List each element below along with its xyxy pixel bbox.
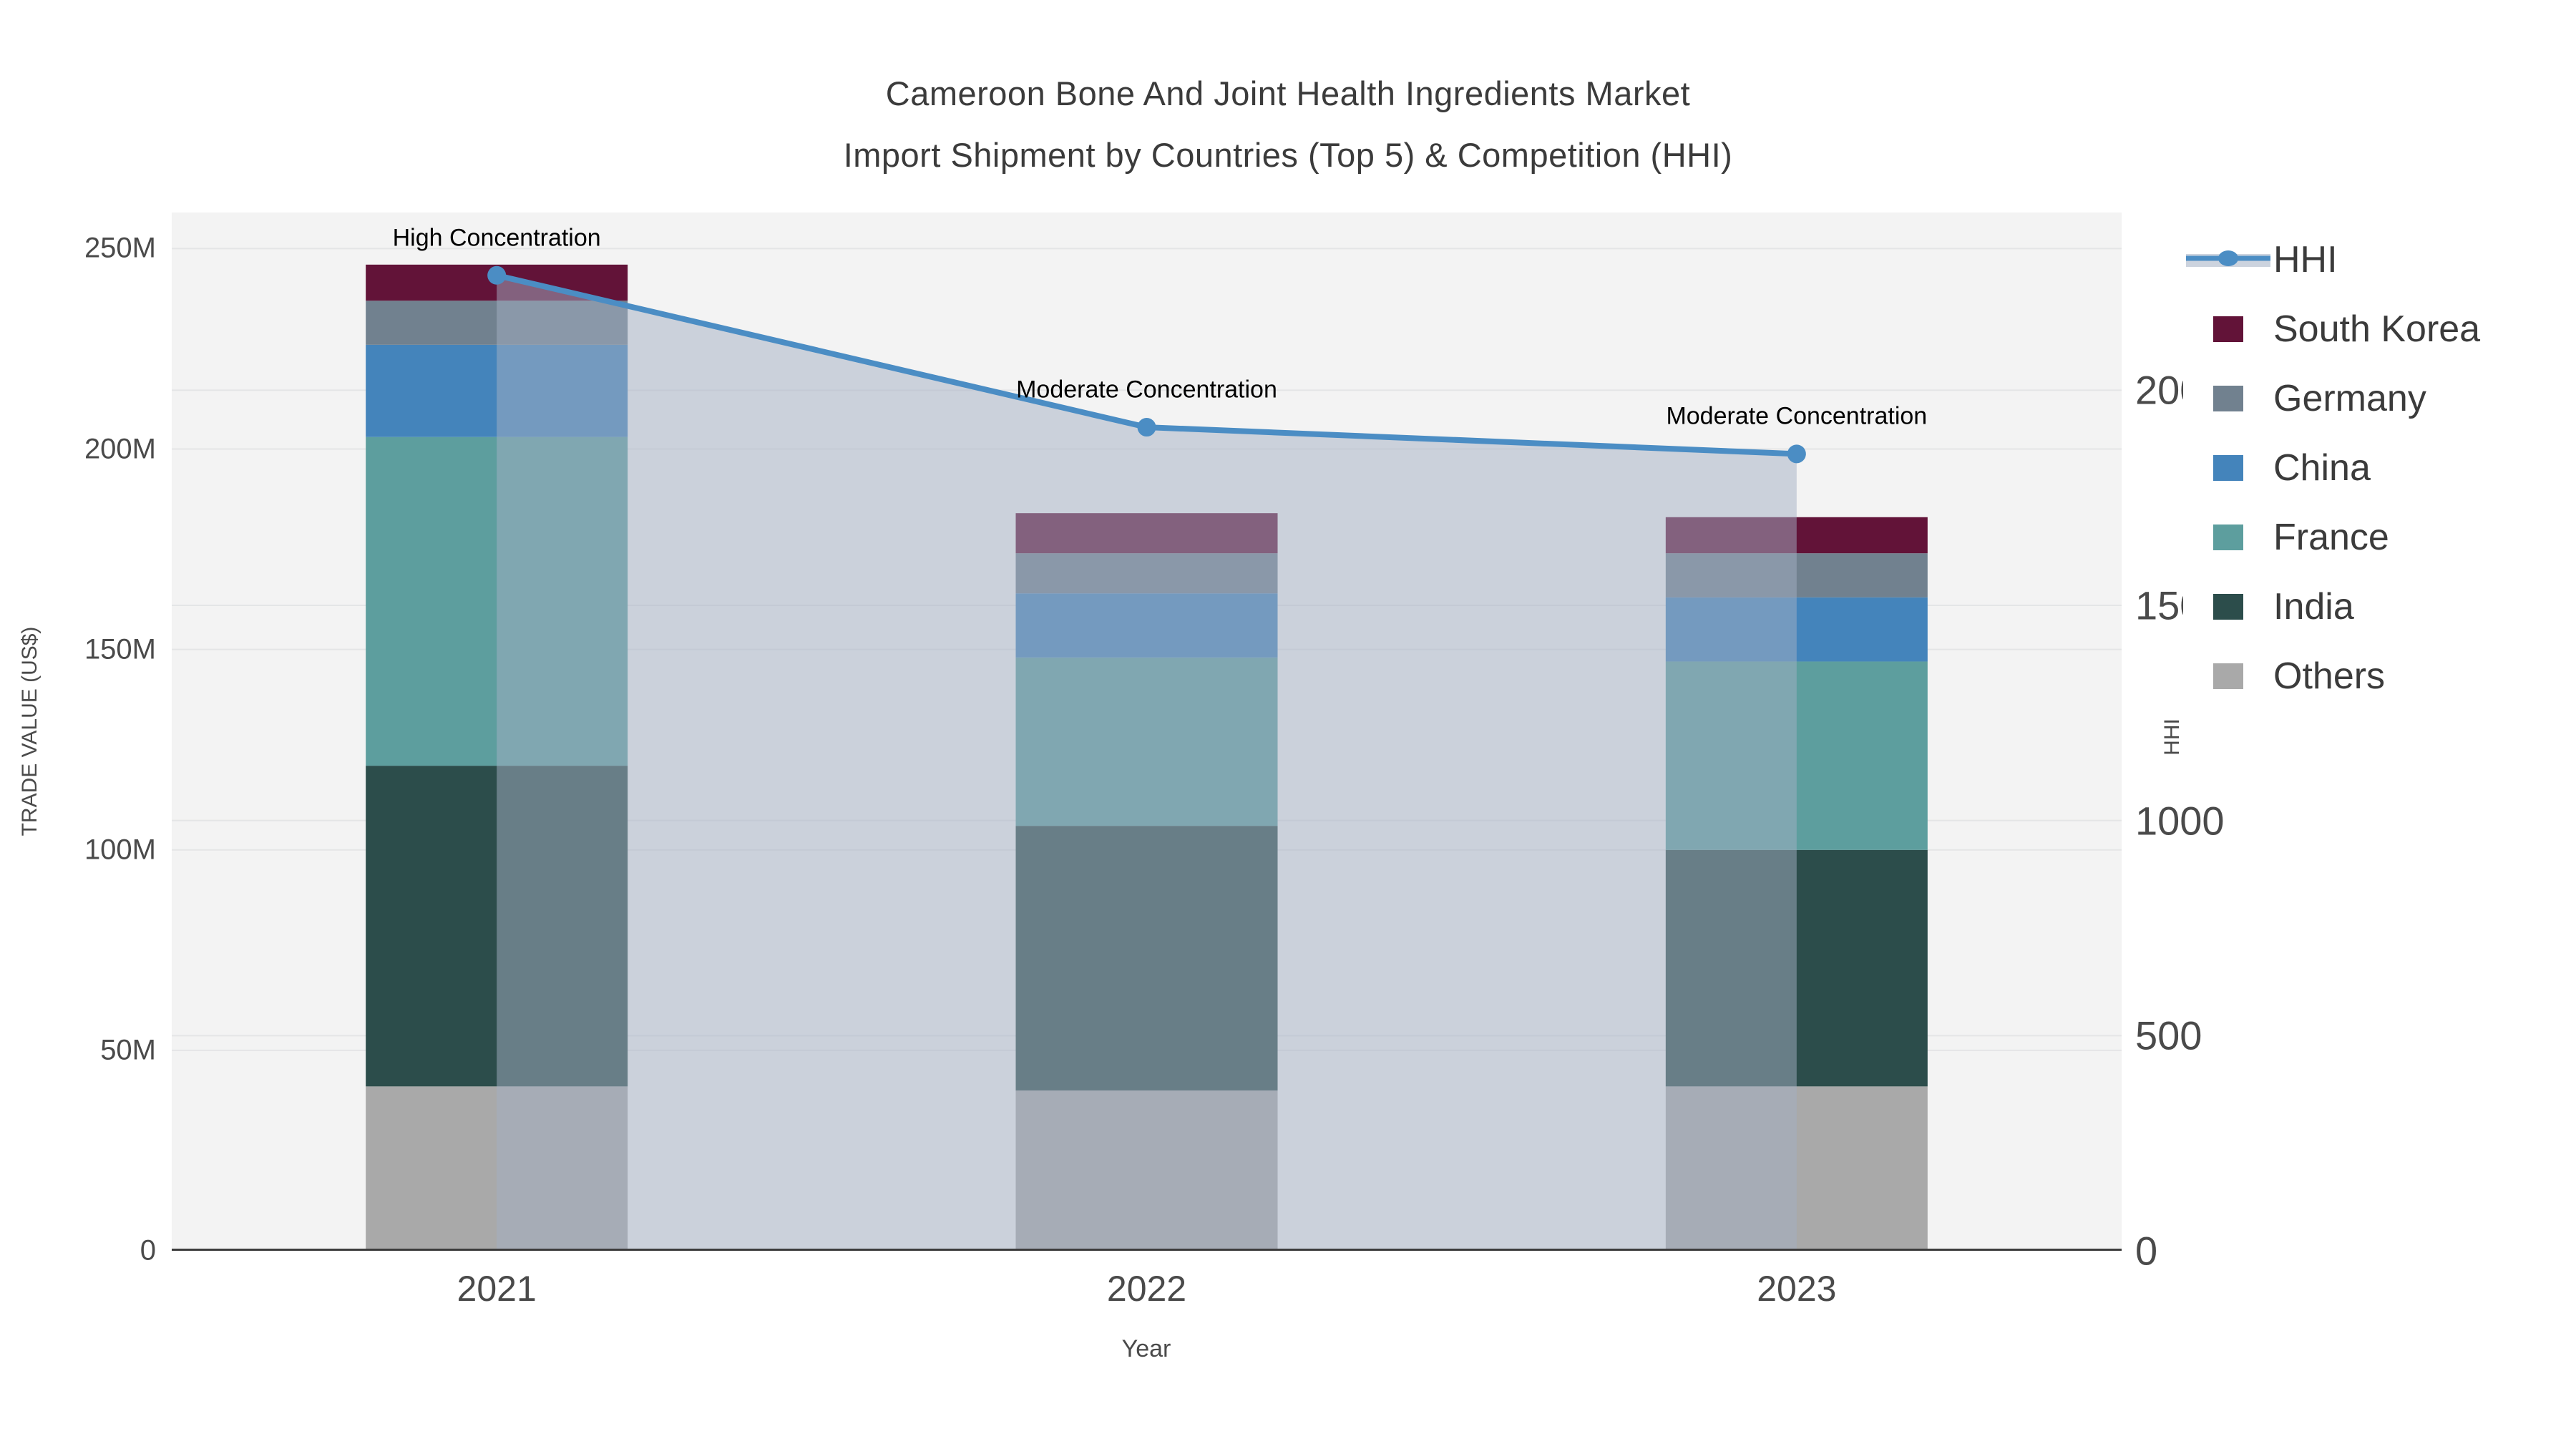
x-tick-2022: 2022 [1106,1269,1187,1309]
y-left-tick-250M: 250M [84,232,156,264]
legend-item-others[interactable]: Others [2183,641,2562,711]
legend-item-hhi[interactable]: HHI [2183,225,2562,294]
legend-swatch-china [2213,454,2243,481]
hhi-marker-2022[interactable] [1137,418,1156,437]
legend: HHI South Korea Germany China France India Oth… [2183,225,2562,720]
legend-label: China [2273,447,2371,489]
x-tick-2023: 2023 [1757,1269,1837,1309]
legend-swatch-south-korea [2213,316,2243,342]
legend-item-china[interactable]: China [2183,433,2562,502]
legend-swatch-france [2213,524,2243,550]
legend-item-france[interactable]: France [2183,502,2562,572]
hhi-marker-2021[interactable] [487,265,507,285]
x-tick-2021: 2021 [457,1269,537,1309]
x-axis-title: Year [1121,1335,1171,1362]
y-axis-right-title: HHI [2160,718,2184,756]
y-left-tick-100M: 100M [84,834,156,866]
legend-swatch-others [2213,663,2243,689]
legend-swatch-india [2213,593,2243,620]
legend-item-india[interactable]: India [2183,572,2562,641]
legend-label: France [2273,516,2389,558]
legend-item-germany[interactable]: Germany [2183,364,2562,433]
annotation-2021: High Concentration [392,224,601,252]
y-right-tick-500: 500 [2135,1013,2202,1058]
annotation-2022: Moderate Concentration [1016,376,1277,404]
y-right-tick-0: 0 [2135,1228,2158,1274]
chart-title: Cameroon Bone And Joint Health Ingredien… [0,63,2576,186]
y-left-tick-0: 0 [140,1234,156,1267]
hhi-legend-swatch [2186,250,2270,267]
legend-label: Others [2273,655,2386,697]
legend-label: India [2273,585,2354,628]
legend-label: South Korea [2273,308,2481,350]
y-right-tick-1000: 1000 [2135,798,2225,844]
legend-label: Germany [2273,377,2426,419]
legend-swatch-germany [2213,385,2243,411]
chart-title-line2: Import Shipment by Countries (Top 5) & C… [843,136,1733,174]
y-left-tick-50M: 50M [100,1034,156,1066]
chart-canvas [172,248,2122,1252]
annotation-2023: Moderate Concentration [1666,402,1928,430]
y-left-tick-150M: 150M [84,633,156,665]
legend-item-south-korea[interactable]: South Korea [2183,294,2562,364]
chart-title-line1: Cameroon Bone And Joint Health Ingredien… [885,74,1691,112]
hhi-area [497,275,1797,1252]
plot-area [172,213,2122,1252]
y-left-tick-200M: 200M [84,433,156,465]
legend-label: HHI [2273,238,2338,280]
hhi-marker-2023[interactable] [1787,444,1806,464]
